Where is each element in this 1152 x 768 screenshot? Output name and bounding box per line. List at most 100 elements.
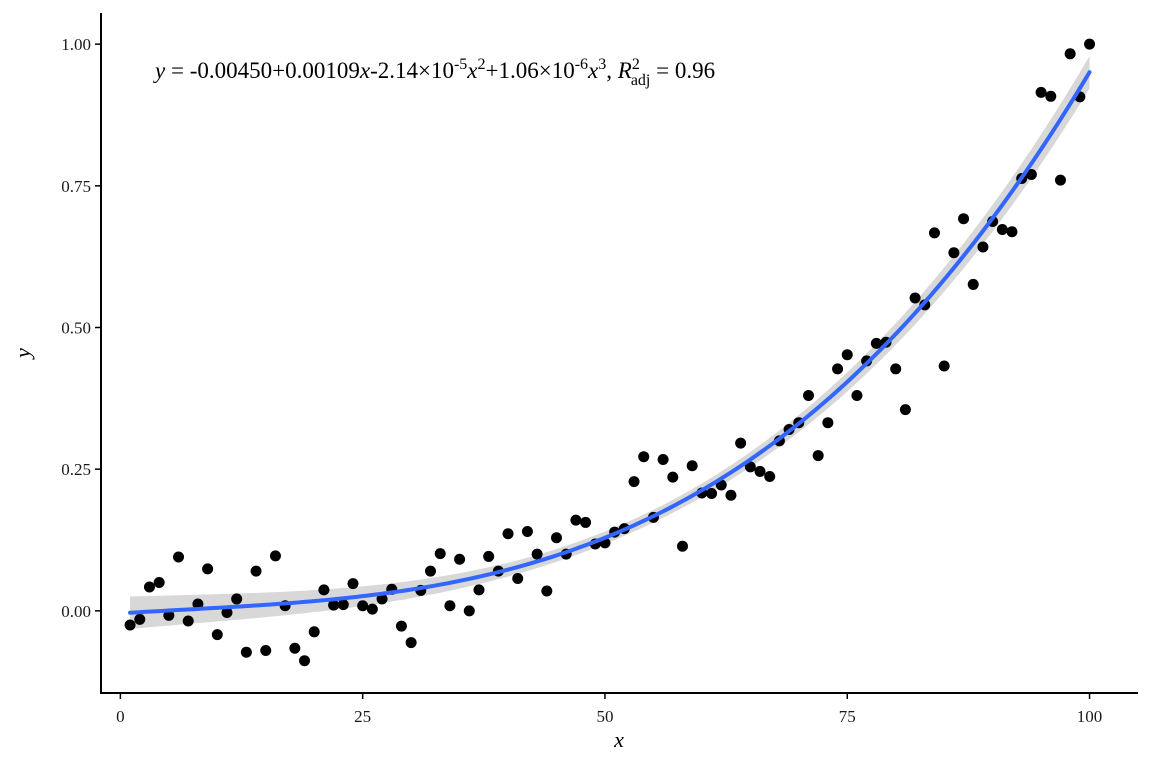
data-point [628,476,640,488]
data-point [832,363,844,375]
eq-r2-value: = 0.96 [650,58,715,83]
data-point [1035,86,1047,98]
eq-x: x [359,58,371,83]
data-point [337,599,349,611]
data-point [502,528,514,540]
data-point [357,600,369,612]
data-point [541,585,553,597]
data-point [580,516,592,528]
data-point [425,565,437,577]
data-point [996,223,1008,235]
y-tick-label: 0.00 [61,602,91,621]
data-point [967,278,979,290]
eq-r-sq: 2 [632,56,640,73]
data-point [454,553,466,565]
data-point [134,613,146,625]
data-point [735,437,747,449]
data-point [870,337,882,349]
eq-exp3: -6 [575,56,588,73]
eq-equals: = [165,58,189,83]
data-point [299,655,311,667]
data-point [822,417,834,429]
x-axis-title: x [613,727,624,752]
eq-y: y [153,58,166,83]
eq-adj: adj [631,72,651,89]
data-point [1006,226,1018,238]
data-point [240,646,252,658]
eq-exp2: -5 [454,56,467,73]
regression-equation: y = -0.00450+0.00109x-2.14×10-5x2+1.06×1… [153,56,715,89]
data-point [802,390,814,401]
data-point [948,247,960,259]
data-point [173,551,185,563]
data-point [376,593,388,605]
y-tick-label: 1.00 [61,35,91,54]
data-point [958,213,970,225]
y-tick-label: 0.75 [61,177,91,196]
data-points [124,38,1096,667]
eq-term3: +1.06×10 [486,58,575,83]
data-point [1054,174,1066,186]
data-point [289,642,301,654]
data-point [202,563,214,575]
x-tick-label: 75 [839,707,856,726]
data-point [531,548,543,560]
data-point [812,450,824,462]
data-point [231,593,243,605]
data-point [308,626,320,638]
data-point [434,548,446,560]
eq-sq: 2 [478,56,486,73]
data-point [909,292,921,304]
data-point [153,577,165,588]
data-point [395,620,407,632]
data-point [744,461,756,473]
data-point [1084,38,1096,50]
data-point [1045,90,1057,102]
data-point [938,360,950,372]
data-point [182,615,194,627]
data-point [328,599,340,611]
eq-intercept: -0.00450 [190,58,272,83]
regression-fit-line [128,70,1092,615]
data-point [347,578,359,590]
data-point [366,603,378,615]
data-point [667,471,679,483]
data-point [221,607,233,619]
data-point [521,526,533,537]
data-point [512,573,524,585]
x-tick-label: 25 [354,707,371,726]
data-point [1064,48,1076,60]
data-point [657,454,669,466]
data-point [483,550,495,562]
eq-R: R [617,58,632,83]
eq-cube: 3 [598,56,606,73]
data-point [143,581,155,593]
data-point [463,605,475,617]
data-point [1025,169,1037,180]
y-tick-label: 0.50 [61,319,91,338]
data-point [851,390,863,401]
data-point [686,460,698,472]
eq-term2: -2.14×10 [370,58,454,83]
plot-area [124,38,1096,667]
data-point [124,619,136,631]
data-point [638,451,650,463]
eq-x3: x [587,58,599,83]
x-tick-label: 0 [116,707,125,726]
data-point [890,363,902,375]
data-point [570,514,582,526]
eq-comma: , [606,58,618,83]
y-axis-ticks: 0.00 0.25 0.50 0.75 1.00 [61,35,101,621]
eq-term1: +0.00109 [272,58,360,83]
x-tick-label: 50 [596,707,613,726]
data-point [899,404,911,416]
data-point [764,471,776,483]
data-point [841,349,853,361]
x-tick-label: 100 [1077,707,1103,726]
y-axis-title: y [10,348,35,360]
y-tick-label: 0.25 [61,460,91,479]
data-point [928,227,940,239]
data-point [754,465,766,477]
data-point [260,645,272,656]
